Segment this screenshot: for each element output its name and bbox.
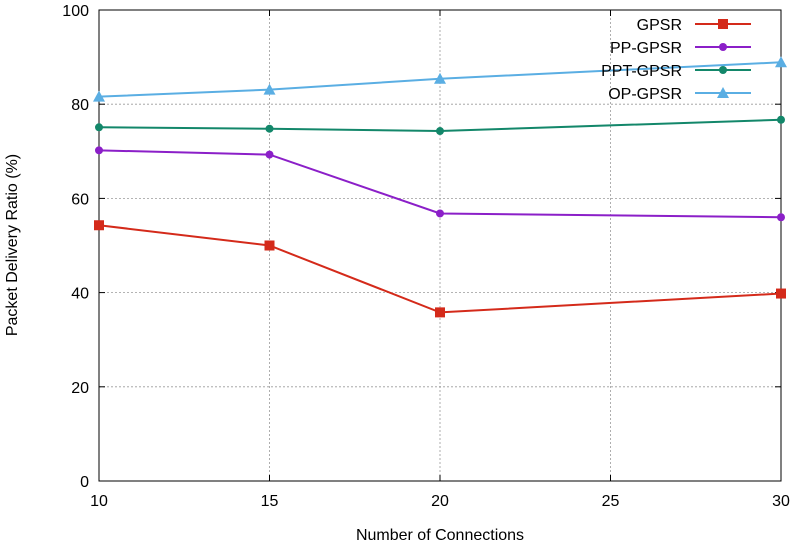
- legend-label-ppt-gpsr: PPT-GPSR: [601, 63, 682, 80]
- axis-ticks: 10 15 20 25 30 0 20 40 60 80 100: [62, 3, 790, 510]
- legend-label-gpsr: GPSR: [637, 17, 682, 34]
- series-op-gpsr: [93, 56, 787, 102]
- x-tick-label: 20: [431, 493, 449, 510]
- legend-label-pp-gpsr: PP-GPSR: [610, 40, 682, 57]
- data-point-pp-gpsr: [265, 150, 274, 159]
- legend-label-op-gpsr: OP-GPSR: [608, 86, 682, 103]
- y-tick-label: 20: [71, 380, 89, 397]
- x-tick-label: 10: [90, 493, 108, 510]
- data-point-ppt-gpsr: [95, 123, 103, 132]
- legend-marker-ppt-gpsr: [719, 66, 727, 74]
- grid-lines: [99, 10, 781, 481]
- series-gpsr: [94, 220, 786, 318]
- data-point-ppt-gpsr: [777, 115, 785, 124]
- series-pp-gpsr: [95, 146, 785, 222]
- data-point-op-gpsr: [93, 90, 105, 102]
- data-point-gpsr: [776, 288, 786, 299]
- data-point-ppt-gpsr: [265, 124, 274, 133]
- series-line-gpsr: [98, 224, 782, 314]
- series-lines: [93, 56, 787, 318]
- y-tick-label: 60: [71, 191, 89, 208]
- data-point-ppt-gpsr: [436, 127, 444, 136]
- x-tick-label: 25: [602, 493, 620, 510]
- series-line-pp-gpsr: [98, 149, 782, 219]
- data-point-pp-gpsr: [95, 146, 103, 155]
- x-axis-title: Number of Connections: [356, 527, 524, 543]
- data-point-op-gpsr: [263, 83, 276, 95]
- y-tick-label: 80: [71, 97, 89, 114]
- legend-marker-op-gpsr: [717, 87, 729, 98]
- legend-marker-pp-gpsr: [719, 43, 727, 51]
- x-tick-label: 30: [772, 493, 790, 510]
- data-point-op-gpsr: [775, 56, 787, 68]
- data-point-gpsr: [264, 240, 275, 251]
- y-tick-label: 40: [71, 286, 89, 303]
- y-tick-label: 100: [62, 3, 89, 20]
- y-axis-title: Packet Delivery Ratio (%): [4, 154, 21, 336]
- data-point-pp-gpsr: [777, 213, 785, 222]
- data-point-gpsr: [94, 220, 104, 231]
- legend: GPSR PP-GPSR PPT-GPSR OP-GPSR: [601, 17, 751, 103]
- series-line-ppt-gpsr: [98, 118, 782, 133]
- data-point-gpsr: [435, 307, 445, 318]
- legend-marker-gpsr: [718, 19, 728, 29]
- series-ppt-gpsr: [95, 115, 785, 136]
- x-tick-label: 15: [261, 493, 279, 510]
- y-tick-label: 0: [80, 474, 89, 491]
- data-point-pp-gpsr: [436, 209, 444, 218]
- series-line-op-gpsr: [98, 61, 782, 98]
- data-point-op-gpsr: [434, 72, 446, 84]
